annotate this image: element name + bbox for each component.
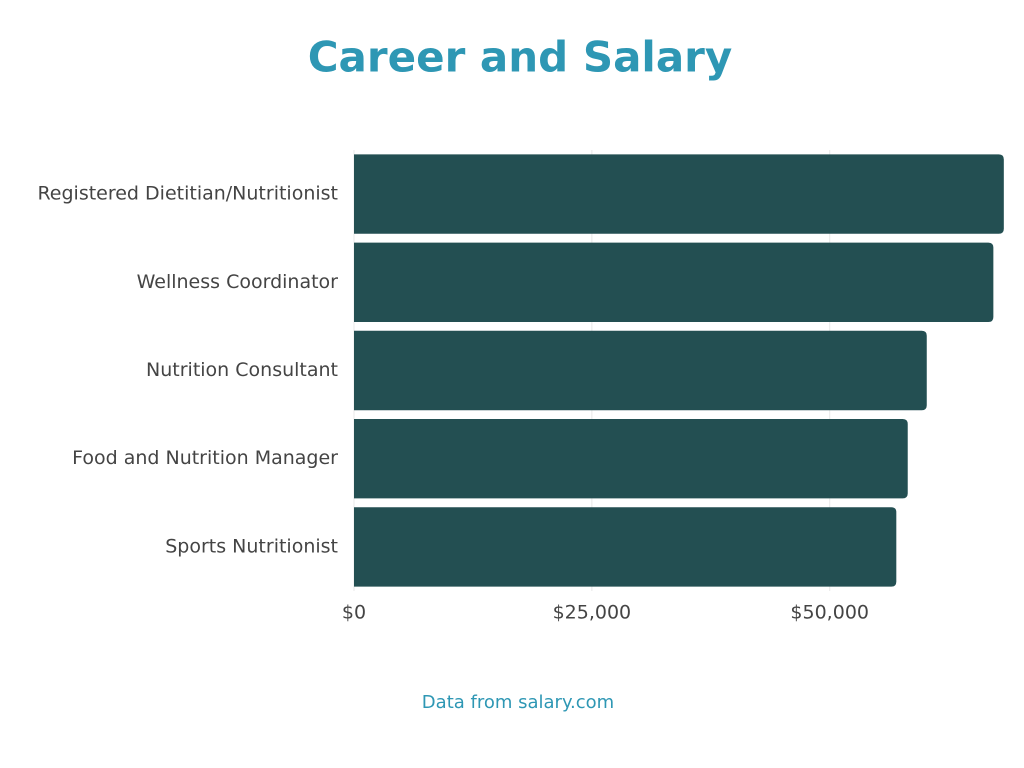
- y-tick-label: Registered Dietitian/Nutritionist: [37, 183, 338, 205]
- bar: [354, 419, 908, 499]
- bar: [354, 242, 994, 322]
- y-tick-label: Nutrition Consultant: [146, 359, 338, 381]
- bar: [354, 330, 927, 411]
- y-tick-label: Sports Nutritionist: [165, 535, 338, 557]
- chart-title: Career and Salary: [308, 33, 733, 82]
- bar: [354, 154, 1004, 234]
- y-tick-label: Wellness Coordinator: [137, 271, 339, 293]
- source-note: Data from salary.com: [422, 692, 614, 713]
- x-tick-label: $50,000: [790, 602, 869, 624]
- x-tick-label: $0: [342, 602, 366, 624]
- x-tick-label: $25,000: [553, 602, 632, 624]
- y-tick-label: Food and Nutrition Manager: [72, 447, 338, 469]
- bar: [354, 507, 897, 587]
